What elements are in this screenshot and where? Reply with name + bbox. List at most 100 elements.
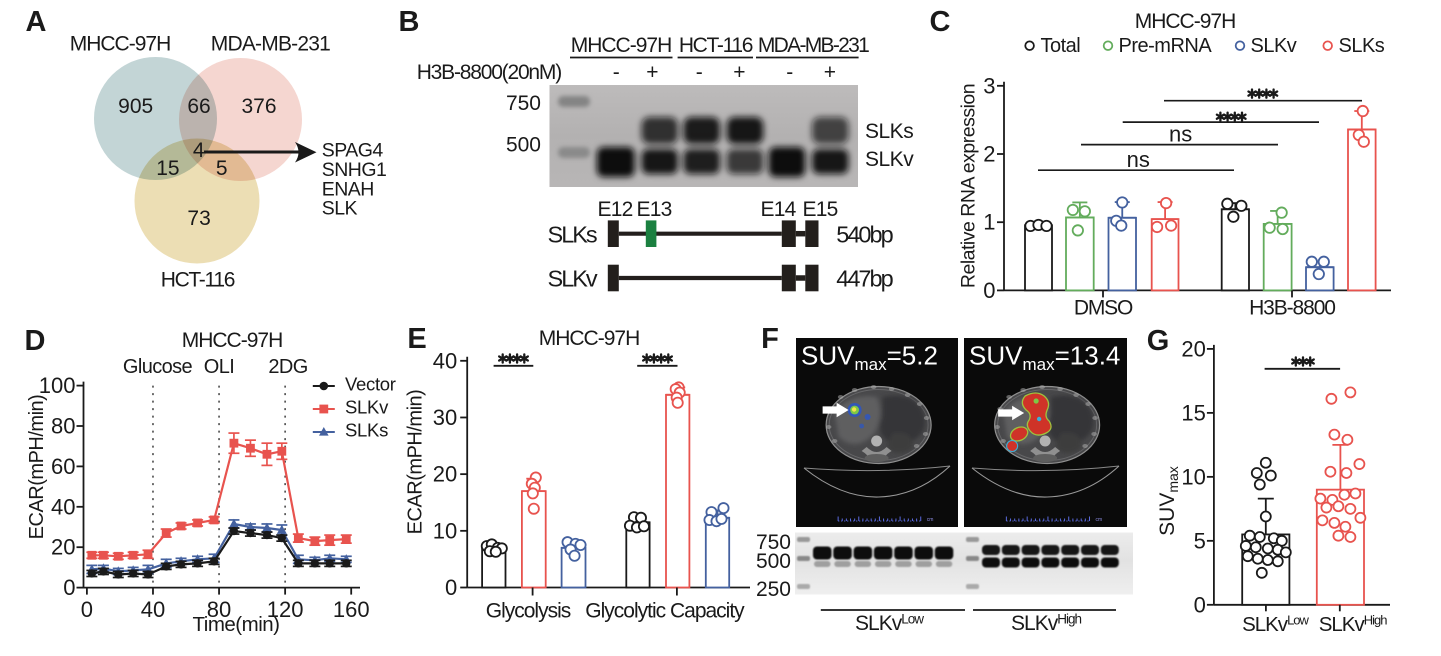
svg-text:376: 376 [241, 95, 276, 118]
svg-text:60: 60 [51, 454, 75, 479]
svg-text:447bp: 447bp [836, 266, 893, 292]
svg-text:H3B-8800(20nM): H3B-8800(20nM) [417, 61, 561, 84]
svg-text:+: + [646, 61, 658, 84]
svg-text:MHCC-97H: MHCC-97H [539, 327, 640, 350]
svg-text:SNHG1: SNHG1 [322, 159, 387, 181]
svg-text:+: + [824, 61, 836, 84]
svg-text:MHCC-97H: MHCC-97H [70, 33, 171, 56]
svg-text:ENAH: ENAH [322, 178, 374, 200]
svg-text:E12: E12 [598, 198, 633, 221]
svg-text:120: 120 [267, 597, 304, 622]
svg-text:905: 905 [118, 95, 153, 118]
svg-text:SLKvHigh: SLKvHigh [1011, 612, 1081, 636]
svg-text:750: 750 [756, 531, 791, 554]
svg-text:500: 500 [756, 550, 791, 573]
svg-text:0: 0 [445, 575, 457, 600]
svg-text:MHCC-97H: MHCC-97H [182, 329, 283, 352]
svg-text:C: C [930, 6, 951, 38]
svg-text:SLKs: SLKs [548, 222, 597, 248]
svg-text:+: + [733, 61, 745, 84]
svg-text:5: 5 [216, 157, 228, 180]
svg-text:SLKvLow: SLKvLow [1242, 613, 1309, 637]
svg-text:B: B [399, 6, 420, 38]
svg-text:G: G [1147, 325, 1170, 357]
svg-text:-: - [786, 61, 793, 84]
svg-text:SUVmax: SUVmax [1156, 466, 1181, 536]
svg-text:20: 20 [1181, 336, 1205, 361]
svg-text:1: 1 [983, 210, 995, 235]
svg-text:cm: cm [927, 517, 934, 523]
svg-text:HCT-116: HCT-116 [679, 34, 753, 57]
svg-text:-: - [696, 61, 703, 84]
svg-text:MDA-MB-231: MDA-MB-231 [758, 34, 869, 57]
svg-text:750: 750 [506, 92, 541, 115]
svg-text:500: 500 [506, 134, 541, 157]
svg-text:SLKs: SLKs [1339, 35, 1385, 57]
svg-text:0: 0 [63, 575, 75, 600]
svg-text:5: 5 [1194, 528, 1206, 553]
svg-text:MDA-MB-231: MDA-MB-231 [211, 33, 330, 56]
svg-text:80: 80 [207, 597, 231, 622]
svg-text:ECAR(mPH/min): ECAR(mPH/min) [26, 395, 48, 540]
svg-text:SPAG4: SPAG4 [322, 140, 384, 162]
svg-text:Vector: Vector [345, 374, 396, 395]
svg-text:Total: Total [1041, 35, 1081, 57]
svg-text:SLKv: SLKv [865, 148, 914, 171]
svg-text:2DG: 2DG [268, 356, 307, 378]
svg-text:30: 30 [433, 405, 457, 430]
svg-text:540bp: 540bp [836, 222, 893, 248]
svg-text:0: 0 [81, 597, 93, 622]
svg-text:Pre-mRNA: Pre-mRNA [1119, 35, 1213, 57]
svg-text:-: - [613, 61, 620, 84]
svg-text:160: 160 [333, 597, 370, 622]
svg-text:ns: ns [1127, 147, 1150, 172]
svg-text:MHCC-97H: MHCC-97H [571, 34, 672, 57]
svg-text:10: 10 [433, 518, 457, 543]
svg-text:SLK: SLK [322, 198, 358, 220]
svg-text:F: F [761, 323, 779, 355]
svg-text:SUVmax=5.2: SUVmax=5.2 [801, 341, 938, 375]
svg-text:3: 3 [983, 73, 995, 98]
svg-text:40: 40 [141, 597, 165, 622]
svg-text:OLI: OLI [204, 356, 234, 378]
svg-text:4: 4 [193, 139, 205, 162]
svg-text:40: 40 [51, 494, 75, 519]
svg-text:100: 100 [39, 373, 76, 398]
svg-text:E14: E14 [761, 198, 797, 221]
svg-text:cm: cm [1096, 517, 1103, 523]
svg-text:Glucose: Glucose [123, 356, 193, 378]
svg-text:SLKs: SLKs [345, 420, 388, 441]
svg-text:66: 66 [187, 95, 210, 118]
svg-text:SLKs: SLKs [865, 120, 913, 143]
svg-text:ECAR(mPH/min): ECAR(mPH/min) [404, 390, 426, 535]
svg-text:SLKv: SLKv [345, 397, 389, 418]
svg-text:DMSO: DMSO [1074, 297, 1133, 320]
svg-text:15: 15 [156, 157, 179, 180]
svg-text:73: 73 [187, 207, 210, 230]
svg-text:E15: E15 [803, 198, 838, 221]
svg-text:SLKvHigh: SLKvHigh [1319, 613, 1388, 637]
svg-text:20: 20 [51, 535, 75, 560]
svg-text:E: E [407, 323, 426, 355]
svg-text:SLKvLow: SLKvLow [855, 612, 924, 636]
svg-text:MHCC-97H: MHCC-97H [1135, 10, 1236, 33]
svg-text:80: 80 [51, 414, 75, 439]
svg-text:Glycolysis: Glycolysis [486, 600, 571, 623]
svg-text:HCT-116: HCT-116 [161, 269, 235, 292]
svg-text:2: 2 [983, 142, 995, 167]
svg-text:20: 20 [433, 462, 457, 487]
svg-text:E13: E13 [637, 198, 672, 221]
svg-text:SLKv: SLKv [1251, 35, 1297, 57]
svg-text:Time(min): Time(min) [193, 613, 280, 636]
svg-text:0: 0 [1194, 592, 1206, 617]
svg-text:D: D [25, 325, 46, 357]
svg-text:A: A [26, 6, 47, 38]
svg-text:250: 250 [756, 578, 791, 601]
svg-text:Relative RNA expression: Relative RNA expression [958, 84, 980, 288]
svg-text:40: 40 [433, 348, 457, 373]
svg-text:15: 15 [1181, 400, 1205, 425]
svg-text:H3B-8800: H3B-8800 [1249, 297, 1335, 320]
svg-text:SLKv: SLKv [548, 266, 598, 292]
svg-text:0: 0 [983, 278, 995, 303]
svg-text:ns: ns [1169, 122, 1192, 147]
